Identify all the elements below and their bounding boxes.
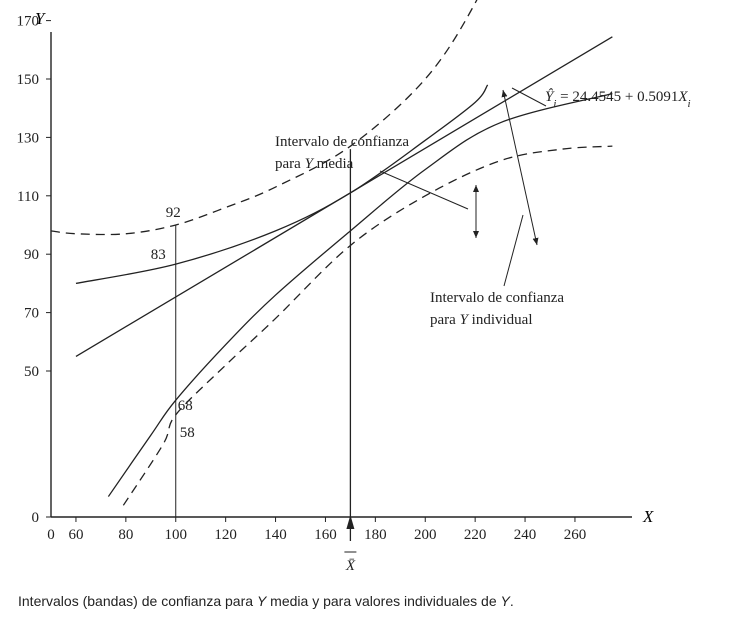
band-curve-mean-upper: [75, 84, 489, 285]
y-tick-label: 70: [24, 306, 39, 322]
x-tick-label: 140: [264, 527, 287, 543]
x-axis-label: X: [642, 507, 654, 526]
value-label: 83: [151, 247, 166, 263]
x-tick-label: 220: [464, 527, 487, 543]
y-tick-label: 0: [32, 510, 40, 526]
individual-ci-annotation-line2: para Y individual: [430, 312, 532, 328]
x-tick-label: 120: [214, 527, 237, 543]
band-curve-individual-upper: [50, 0, 478, 236]
xbar-label: X̄: [345, 558, 356, 574]
x-tick-label: 160: [314, 527, 337, 543]
x-axis-ticks: 0 60 80 100 120 140 160 180 200 220 240 260: [47, 517, 586, 543]
x-tick-label: 0: [47, 527, 55, 543]
figure-caption: Intervalos (bandas) de confianza para Y …: [18, 593, 514, 609]
regression-equation-leader-line: [511, 87, 547, 107]
mean-ci-annotation-line1: Intervalo de confianza: [275, 134, 409, 150]
individual-ci-annotation-line1: Intervalo de confianza: [430, 290, 564, 306]
x-tick-label: 80: [118, 527, 133, 543]
mean-ci-annotation-line2: para Y media: [275, 156, 354, 172]
x-tick-label: 180: [364, 527, 387, 543]
band-curve-mean-lower: [107, 92, 613, 497]
value-label: 68: [178, 398, 193, 414]
x-tick-label: 260: [564, 527, 587, 543]
y-tick-label: 90: [24, 247, 39, 263]
xbar-arrow-icon: [346, 515, 355, 529]
value-labels: 92 83 68 58: [151, 205, 195, 441]
regression-line: [75, 36, 613, 357]
y-tick-label: 50: [24, 364, 39, 380]
y-axis-label: Y: [35, 9, 46, 28]
y-axis-ticks: 0 50 70 90 110 130 150 170: [17, 14, 51, 526]
x-tick-label: 200: [414, 527, 437, 543]
value-label: 58: [180, 425, 195, 441]
band-curve-individual-lower: [122, 145, 613, 506]
x-tick-label: 60: [68, 527, 83, 543]
value-label: 92: [166, 205, 181, 221]
x-tick-label: 100: [165, 527, 188, 543]
y-tick-label: 170: [17, 14, 40, 30]
x-tick-label: 240: [514, 527, 537, 543]
y-tick-label: 130: [17, 130, 40, 146]
regression-equation: Ŷi = 24.4545 + 0.5091Xi: [545, 88, 691, 110]
individual-ci-leader-line: [503, 214, 524, 287]
mean-ci-leader-line: [379, 170, 469, 210]
confidence-bands: [50, 0, 613, 506]
individual-ci-double-arrow: [501, 89, 539, 246]
y-tick-label: 110: [17, 189, 39, 205]
y-tick-label: 150: [17, 72, 40, 88]
